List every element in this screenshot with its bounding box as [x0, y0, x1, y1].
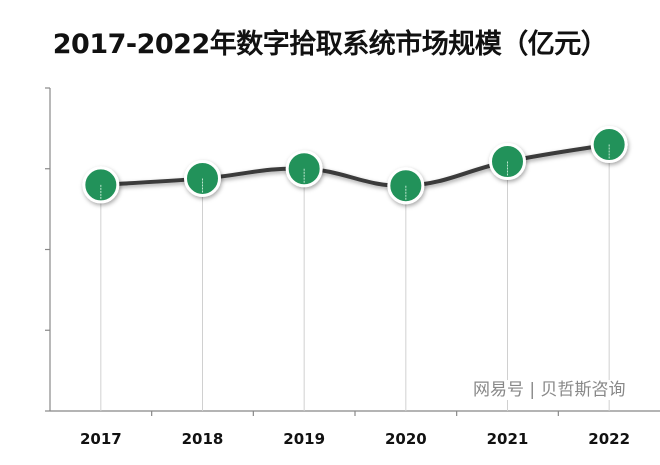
- chart-title: 2017-2022年数字拾取系统市场规模（亿元）: [52, 29, 608, 60]
- x-tick-label: 2021: [487, 430, 529, 448]
- watermark: 网易号 | 贝哲斯咨询: [470, 380, 629, 400]
- x-tick-label: 2018: [182, 430, 224, 448]
- x-tick-label: 2020: [385, 430, 427, 448]
- x-tick-label: 2019: [283, 430, 325, 448]
- series-line: [100, 142, 610, 188]
- x-tick-label: 2022: [588, 430, 630, 448]
- x-tick-label: 2017: [80, 430, 122, 448]
